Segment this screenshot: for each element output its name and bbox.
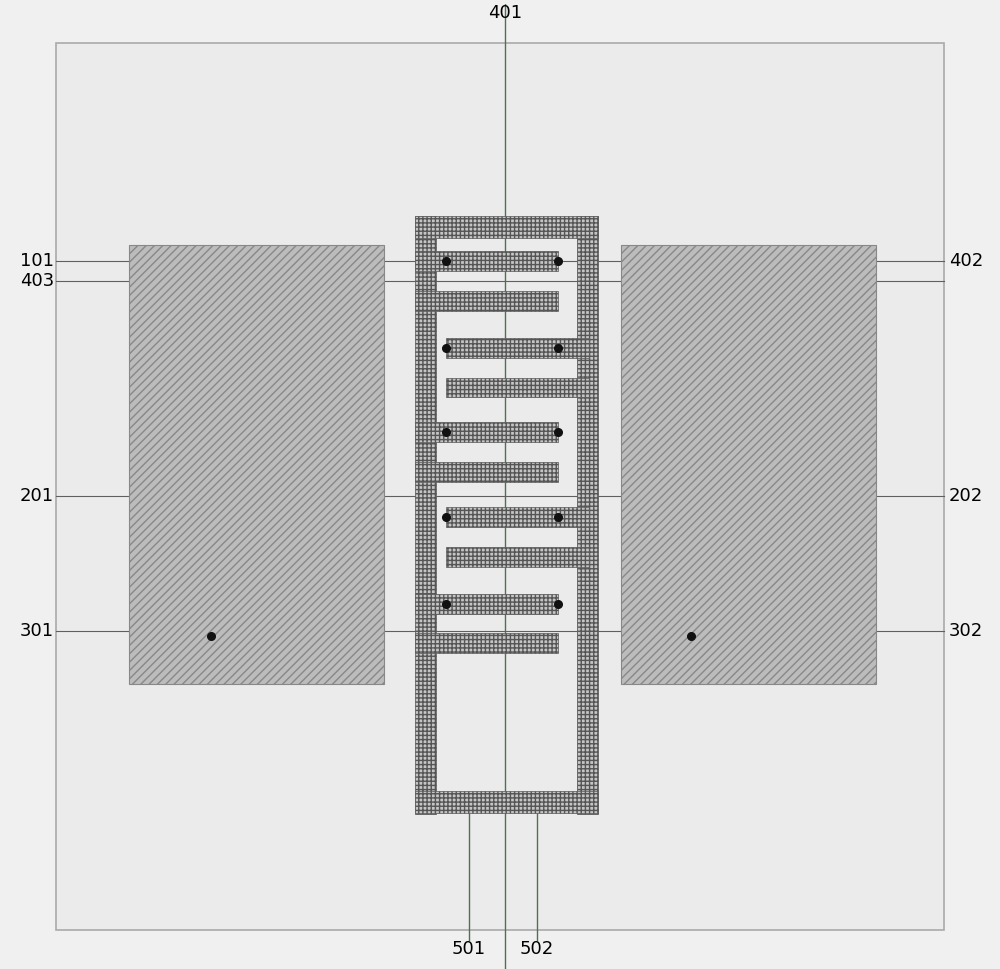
Bar (415, 791, 598, 813)
Text: 401: 401 (488, 4, 522, 22)
Text: 302: 302 (949, 622, 983, 641)
Bar (415, 216, 598, 238)
Text: 403: 403 (20, 272, 54, 290)
Bar (577, 216, 598, 814)
Text: 202: 202 (949, 487, 983, 505)
Bar (415, 634, 558, 653)
Bar (415, 291, 558, 311)
Bar (415, 462, 558, 483)
Bar (621, 245, 876, 684)
Bar (415, 251, 558, 271)
Bar (415, 216, 436, 814)
Bar (415, 594, 558, 613)
Bar (415, 422, 558, 442)
Bar (446, 547, 589, 567)
Bar (446, 507, 589, 527)
Bar (129, 245, 384, 684)
Text: 301: 301 (20, 622, 54, 641)
Text: 101: 101 (20, 252, 54, 270)
Text: 201: 201 (20, 487, 54, 505)
Text: 402: 402 (949, 252, 983, 270)
Text: 501: 501 (452, 940, 486, 958)
Text: 502: 502 (520, 940, 554, 958)
Bar (446, 378, 589, 397)
Bar (446, 338, 589, 358)
